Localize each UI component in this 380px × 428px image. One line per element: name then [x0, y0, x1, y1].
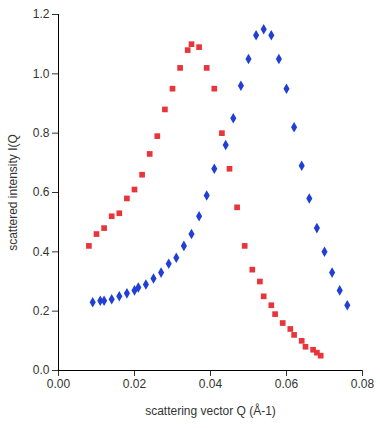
svg-text:scattered intensity I(Q: scattered intensity I(Q [6, 134, 20, 251]
svg-text:0.0: 0.0 [33, 363, 50, 377]
svg-text:0.02: 0.02 [123, 377, 147, 391]
svg-text:0.00: 0.00 [47, 377, 71, 391]
svg-text:1.2: 1.2 [33, 7, 50, 21]
svg-text:0.6: 0.6 [33, 185, 50, 199]
svg-text:0.06: 0.06 [275, 377, 299, 391]
svg-text:0.2: 0.2 [33, 304, 50, 318]
svg-text:0.8: 0.8 [33, 126, 50, 140]
svg-text:scattering vector Q (Å-1): scattering vector Q (Å-1) [145, 403, 276, 418]
svg-text:0.04: 0.04 [199, 377, 223, 391]
svg-text:1.0: 1.0 [33, 67, 50, 81]
svg-text:0.08: 0.08 [351, 377, 375, 391]
svg-text:0.4: 0.4 [33, 245, 50, 259]
